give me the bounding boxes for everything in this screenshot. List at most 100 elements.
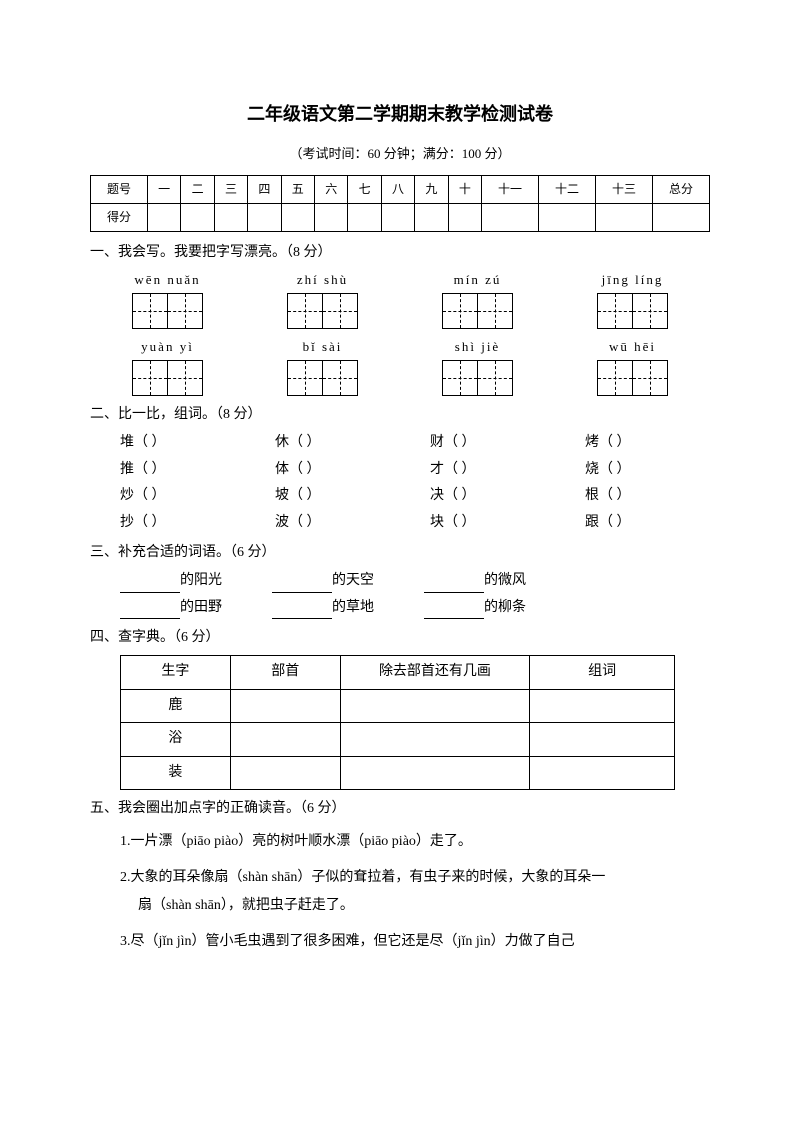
- cell[interactable]: [248, 203, 281, 231]
- cell[interactable]: [530, 689, 675, 722]
- cell: 组词: [530, 656, 675, 689]
- pinyin-text: zhí shù: [287, 270, 358, 291]
- tian-boxes[interactable]: [597, 293, 668, 329]
- pinyin-item: yuàn yì: [132, 337, 203, 396]
- compare-item[interactable]: 炒（ ）: [120, 485, 245, 507]
- cell[interactable]: [530, 723, 675, 756]
- cell: 浴: [121, 723, 231, 756]
- fill-item[interactable]: 的草地: [272, 597, 374, 619]
- fill-item[interactable]: 的柳条: [424, 597, 526, 619]
- cell: 十三: [595, 175, 652, 203]
- pinyin-text: jīng líng: [597, 270, 668, 291]
- tian-boxes[interactable]: [287, 360, 358, 396]
- compare-item[interactable]: 堆（ ）: [120, 432, 245, 454]
- cell: 鹿: [121, 689, 231, 722]
- cell: 九: [415, 175, 448, 203]
- cell[interactable]: [315, 203, 348, 231]
- cell[interactable]: [348, 203, 381, 231]
- tian-boxes[interactable]: [132, 360, 203, 396]
- dict-row: 装: [121, 756, 675, 789]
- cell[interactable]: [340, 689, 530, 722]
- cell: 十: [448, 175, 481, 203]
- compare-item[interactable]: 推（ ）: [120, 459, 245, 481]
- fill-item[interactable]: 的天空: [272, 570, 374, 592]
- cell[interactable]: [281, 203, 314, 231]
- fill-item[interactable]: 的田野: [120, 597, 222, 619]
- cell[interactable]: [230, 689, 340, 722]
- cell[interactable]: [147, 203, 180, 231]
- pinyin-text: shì jiè: [442, 337, 513, 358]
- tian-boxes[interactable]: [442, 293, 513, 329]
- pinyin-item: wū hēi: [597, 337, 668, 396]
- cell: 五: [281, 175, 314, 203]
- compare-item[interactable]: 烧（ ）: [585, 459, 710, 481]
- cell: 四: [248, 175, 281, 203]
- q5-item2a[interactable]: 2.大象的耳朵像扇（shàn shān）子似的耷拉着，有虫子来的时候，大象的耳朵…: [120, 864, 710, 892]
- cell[interactable]: [595, 203, 652, 231]
- cell[interactable]: [530, 756, 675, 789]
- cell[interactable]: [652, 203, 709, 231]
- pinyin-row-2: yuàn yì bǐ sài shì jiè wū hēi: [90, 337, 710, 396]
- cell[interactable]: [539, 203, 596, 231]
- cell: 题号: [91, 175, 148, 203]
- compare-item[interactable]: 休（ ）: [275, 432, 400, 454]
- compare-item[interactable]: 决（ ）: [430, 485, 555, 507]
- compare-item[interactable]: 根（ ）: [585, 485, 710, 507]
- compare-item[interactable]: 烤（ ）: [585, 432, 710, 454]
- pinyin-row-1: wēn nuǎn zhí shù mín zú jīng líng: [90, 270, 710, 329]
- compare-item[interactable]: 跟（ ）: [585, 512, 710, 534]
- tian-boxes[interactable]: [132, 293, 203, 329]
- cell[interactable]: [181, 203, 214, 231]
- question-2: 二、比一比，组词。（8 分） 堆（ ） 休（ ） 财（ ） 烤（ ） 推（ ） …: [90, 404, 710, 534]
- question-5: 五、我会圈出加点字的正确读音。（6 分） 1.一片漂（piāo piào）亮的树…: [90, 798, 710, 956]
- tian-boxes[interactable]: [287, 293, 358, 329]
- cell: 得分: [91, 203, 148, 231]
- q5-item1[interactable]: 1.一片漂（piāo piào）亮的树叶顺水漂（piāo piào）走了。: [120, 828, 710, 856]
- pinyin-item: jīng líng: [597, 270, 668, 329]
- q5-item3[interactable]: 3.尽（jǐn jìn）管小毛虫遇到了很多困难，但它还是尽（jǐn jìn）力做…: [120, 928, 710, 956]
- cell: 一: [147, 175, 180, 203]
- cell[interactable]: [340, 756, 530, 789]
- cell: 装: [121, 756, 231, 789]
- score-table: 题号 一 二 三 四 五 六 七 八 九 十 十一 十二 十三 总分 得分: [90, 175, 710, 232]
- q5-title: 五、我会圈出加点字的正确读音。（6 分）: [90, 798, 710, 820]
- cell[interactable]: [340, 723, 530, 756]
- q5-item2b[interactable]: 扇（shàn shān），就把虫子赶走了。: [138, 892, 710, 920]
- cell[interactable]: [214, 203, 247, 231]
- tian-boxes[interactable]: [442, 360, 513, 396]
- compare-item[interactable]: 块（ ）: [430, 512, 555, 534]
- question-4: 四、查字典。（6 分） 生字 部首 除去部首还有几画 组词 鹿 浴 装: [90, 627, 710, 790]
- compare-item[interactable]: 才（ ）: [430, 459, 555, 481]
- cell: 八: [381, 175, 414, 203]
- cell[interactable]: [415, 203, 448, 231]
- cell: 七: [348, 175, 381, 203]
- cell: 十二: [539, 175, 596, 203]
- cell[interactable]: [230, 723, 340, 756]
- compare-row: 炒（ ） 坡（ ） 决（ ） 根（ ）: [120, 485, 710, 507]
- cell: 除去部首还有几画: [340, 656, 530, 689]
- compare-item[interactable]: 财（ ）: [430, 432, 555, 454]
- page-title: 二年级语文第二学期期末教学检测试卷: [90, 100, 710, 129]
- pinyin-item: wēn nuǎn: [132, 270, 203, 329]
- fill-row: 的阳光 的天空 的微风: [120, 570, 710, 592]
- pinyin-text: wēn nuǎn: [132, 270, 203, 291]
- compare-item[interactable]: 抄（ ）: [120, 512, 245, 534]
- cell[interactable]: [230, 756, 340, 789]
- pinyin-text: yuàn yì: [132, 337, 203, 358]
- tian-boxes[interactable]: [597, 360, 668, 396]
- fill-item[interactable]: 的阳光: [120, 570, 222, 592]
- q1-title: 一、我会写。我要把字写漂亮。（8 分）: [90, 242, 710, 264]
- compare-item[interactable]: 波（ ）: [275, 512, 400, 534]
- compare-item[interactable]: 体（ ）: [275, 459, 400, 481]
- cell: 二: [181, 175, 214, 203]
- cell[interactable]: [482, 203, 539, 231]
- fill-item[interactable]: 的微风: [424, 570, 526, 592]
- cell: 十一: [482, 175, 539, 203]
- cell[interactable]: [381, 203, 414, 231]
- cell: 三: [214, 175, 247, 203]
- compare-item[interactable]: 坡（ ）: [275, 485, 400, 507]
- q3-title: 三、补充合适的词语。（6 分）: [90, 542, 710, 564]
- cell[interactable]: [448, 203, 481, 231]
- pinyin-text: mín zú: [442, 270, 513, 291]
- cell: 生字: [121, 656, 231, 689]
